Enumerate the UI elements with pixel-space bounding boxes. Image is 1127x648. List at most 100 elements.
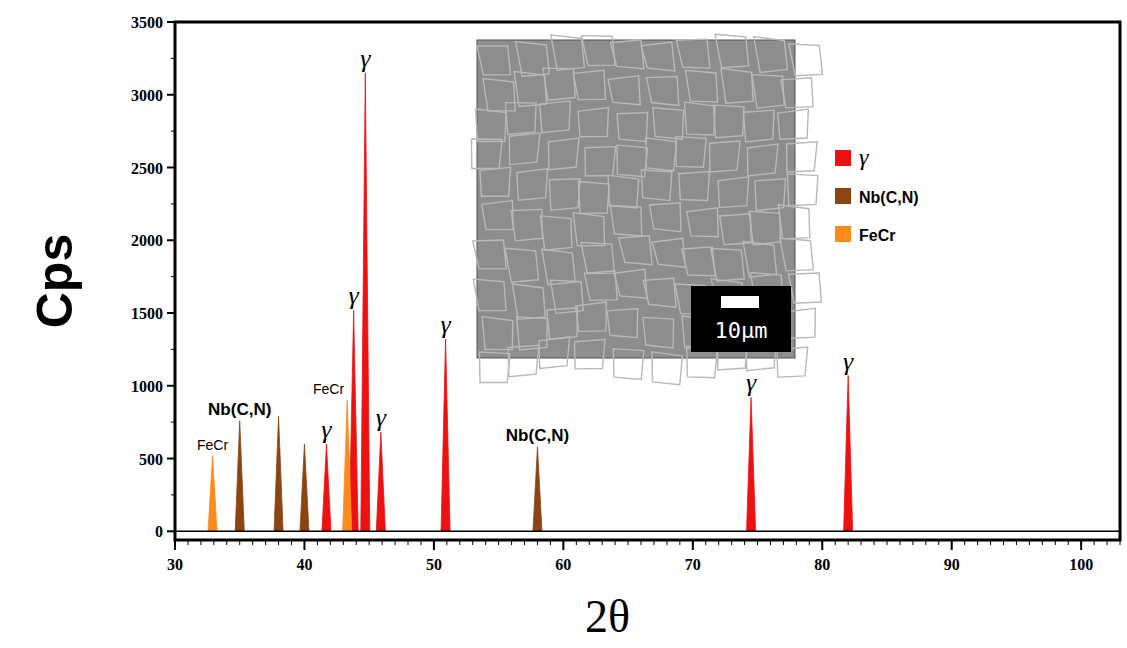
peak-label: γ xyxy=(321,415,332,444)
inset-grain xyxy=(613,349,644,380)
y-tick-label: 1000 xyxy=(131,378,163,395)
inset-grain xyxy=(641,170,672,201)
inset-grain xyxy=(676,39,710,68)
scale-bar-box xyxy=(691,286,791,352)
inset-grain xyxy=(608,175,639,208)
inset-grain xyxy=(539,337,570,369)
x-tick-label: 90 xyxy=(944,556,960,573)
inset-grain xyxy=(676,137,707,168)
inset-grain xyxy=(573,70,605,99)
x-tick-label: 40 xyxy=(296,556,312,573)
peak xyxy=(441,339,450,531)
peak xyxy=(533,447,542,531)
inset-grain xyxy=(743,110,774,142)
inset-grain xyxy=(617,113,648,142)
y-tick-label: 3000 xyxy=(131,87,163,104)
scale-bar-label: 10μm xyxy=(715,318,768,343)
x-tick-label: 80 xyxy=(814,556,830,573)
inset-grain xyxy=(549,179,580,211)
inset-grain xyxy=(516,42,550,77)
x-tick-label: 70 xyxy=(685,556,701,573)
inset-grain xyxy=(542,249,575,285)
inset-grain xyxy=(607,309,638,338)
inset-grain xyxy=(711,248,744,281)
peak-label: Nb(C,N) xyxy=(208,400,271,419)
inset-grain xyxy=(778,205,809,239)
inset-grain xyxy=(646,138,677,171)
inset-grain xyxy=(653,108,684,140)
inset-grain xyxy=(617,145,648,177)
inset-background xyxy=(477,40,795,358)
peak xyxy=(361,73,370,531)
x-tick-label: 30 xyxy=(167,556,183,573)
legend-swatch xyxy=(835,188,851,204)
inset-grain xyxy=(789,44,823,76)
scale-bar xyxy=(721,296,759,308)
peak-label: γ xyxy=(440,310,451,339)
inset-grain xyxy=(788,273,821,303)
y-tick-label: 0 xyxy=(155,523,163,540)
inset-grain xyxy=(508,345,539,376)
peak-label: γ xyxy=(349,281,360,310)
peak xyxy=(235,421,244,532)
inset-grain xyxy=(687,208,718,237)
inset-grain xyxy=(647,77,679,106)
peak xyxy=(300,444,309,531)
inset-grain xyxy=(781,78,813,108)
inset-grain xyxy=(682,247,715,276)
x-axis-title: 2θ xyxy=(585,591,630,642)
peak-label: γ xyxy=(376,403,387,432)
inset-grain xyxy=(610,40,644,69)
y-tick-label: 3500 xyxy=(131,14,163,31)
inset-grain xyxy=(581,243,614,274)
inset-grain xyxy=(787,142,818,172)
inset-grain xyxy=(480,167,511,196)
inset-grain xyxy=(614,269,647,298)
inset-grain xyxy=(752,75,784,109)
inset-grain xyxy=(720,214,751,245)
inset-grain xyxy=(483,79,515,111)
inset-grain xyxy=(743,241,776,277)
inset-grain xyxy=(551,35,585,70)
inset-grain xyxy=(585,147,616,176)
inset-grain xyxy=(512,284,545,319)
inset-grain xyxy=(709,141,740,172)
inset-grain xyxy=(540,216,571,250)
inset-grain xyxy=(477,46,511,75)
inset-grain xyxy=(584,271,617,300)
peak-label: FeCr xyxy=(313,381,344,397)
peak xyxy=(208,456,217,532)
y-tick-label: 2500 xyxy=(131,160,163,177)
inset-grain xyxy=(610,206,641,237)
inset-grain xyxy=(543,68,575,100)
inset-grain xyxy=(517,317,548,350)
inset-grain xyxy=(471,139,502,168)
inset-image: 10μm xyxy=(471,34,822,384)
inset-grain xyxy=(754,37,788,73)
inset-grain xyxy=(652,352,683,385)
inset-grain xyxy=(713,105,744,138)
baseline xyxy=(175,531,1120,533)
peak-label: γ xyxy=(360,44,371,73)
legend-swatch xyxy=(835,226,851,242)
peak xyxy=(376,432,385,531)
inset-grain xyxy=(548,138,579,170)
inset-grain xyxy=(506,103,537,135)
inset-grain xyxy=(643,278,676,307)
inset-grain xyxy=(685,70,717,102)
peak-label: Nb(C,N) xyxy=(506,426,569,445)
peak xyxy=(274,416,283,531)
peak xyxy=(322,444,331,531)
inset-grain xyxy=(619,236,652,265)
inset-grain xyxy=(749,211,780,245)
y-axis-title: Cps xyxy=(27,234,83,328)
inset-grain xyxy=(641,42,675,71)
inset-grain xyxy=(578,107,609,136)
inset-grain xyxy=(505,248,538,282)
x-tick-label: 100 xyxy=(1069,556,1093,573)
y-tick-label: 2000 xyxy=(131,232,163,249)
legend-label: Nb(C,N) xyxy=(859,189,919,206)
plot-frame xyxy=(175,22,1120,540)
inset-grain xyxy=(540,101,571,133)
inset-grain xyxy=(643,317,674,348)
